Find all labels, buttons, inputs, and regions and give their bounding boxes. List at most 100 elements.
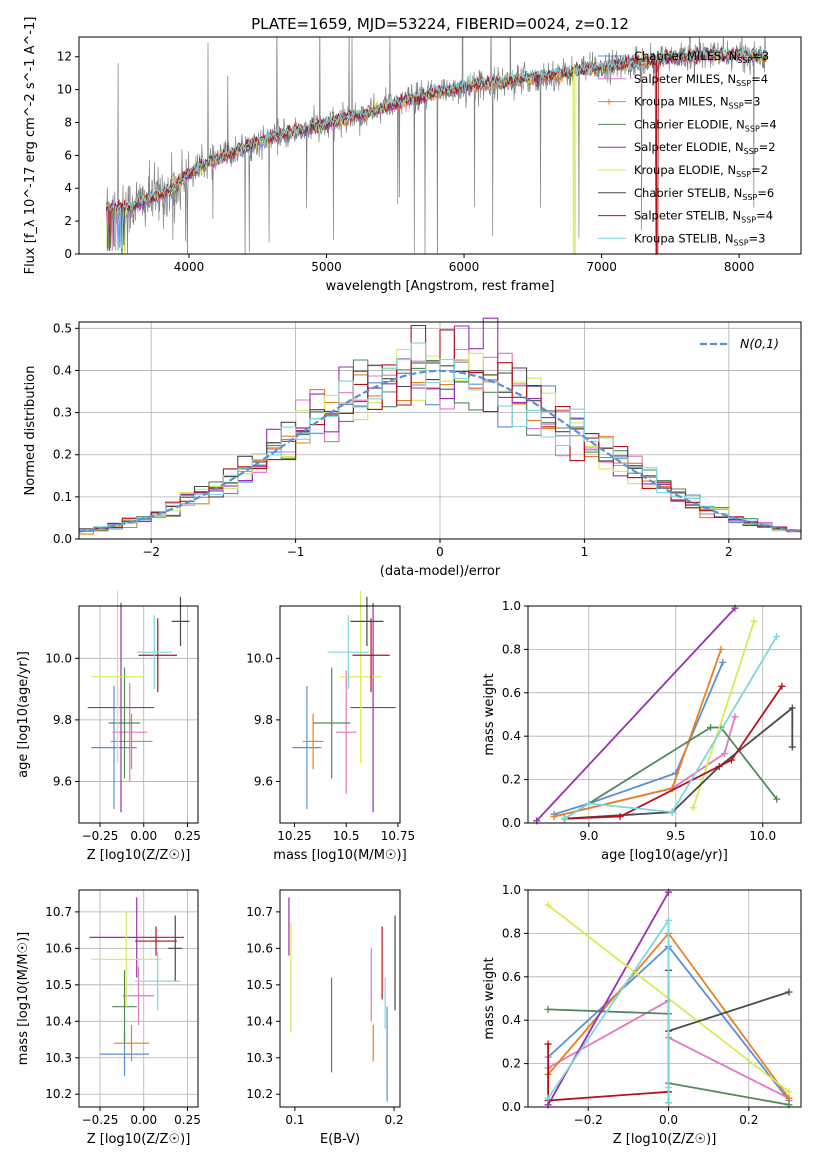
legend-subscript: SSP xyxy=(736,170,751,179)
y-tick-label: 10.4 xyxy=(45,1014,72,1028)
legend-subscript: SSP xyxy=(744,147,759,156)
weight-series-line xyxy=(692,620,755,809)
spectrum-lines xyxy=(106,37,768,254)
y-tick-label: 6 xyxy=(64,148,72,162)
y-tick-label: 10.4 xyxy=(246,1014,273,1028)
x-tick-label: 0.00 xyxy=(130,829,157,843)
plot-frame xyxy=(78,605,199,824)
x-tick-label: 0.00 xyxy=(130,1113,157,1127)
y-tick-label: 0.0 xyxy=(53,532,72,546)
weight-series-line xyxy=(547,917,670,1103)
weight-point-marker xyxy=(750,617,758,625)
weight-point-marker xyxy=(550,812,558,820)
y-tick-label: 0.3 xyxy=(53,406,72,420)
plot-frame xyxy=(527,605,802,824)
x-tick-label: 8000 xyxy=(724,260,755,274)
weight-vs-age-panel: 9.0 9.5 10.0 0.0 0.2 0.4 0.6 0.8 1.0 age [log10(a… xyxy=(482,599,802,863)
legend-count: =6 xyxy=(757,186,774,200)
x-tick-label: 5000 xyxy=(311,260,342,274)
plot-frame xyxy=(78,889,199,1108)
residual-histogram-step xyxy=(79,324,801,532)
x-tick-label: −2 xyxy=(142,545,160,559)
legend-label: Salpeter STELIB, NSSP=4 xyxy=(634,209,773,225)
spectrum-legend: Chabrier MILES, NSSP=3 Salpeter MILES, NS… xyxy=(598,49,777,247)
y-tick-label: 0.5 xyxy=(53,321,72,335)
y-tick-label: 8 xyxy=(64,115,72,129)
x-axis-label: (data-model)/error xyxy=(380,564,501,579)
x-tick-label: 0.2 xyxy=(739,1113,758,1127)
legend-label: Kroupa STELIB, NSSP=3 xyxy=(634,231,765,247)
y-tick-label: 9.6 xyxy=(53,774,72,788)
y-tick-label: 10 xyxy=(57,83,72,97)
weight-point-marker xyxy=(773,795,781,803)
y-tick-label: 10.0 xyxy=(246,651,273,665)
legend-label: Chabrier ELODIE, NSSP=4 xyxy=(634,117,777,133)
x-tick-label: 10.25 xyxy=(277,829,311,843)
y-tick-label: 0.0 xyxy=(502,1100,521,1114)
legend-label: Kroupa ELODIE, NSSP=2 xyxy=(634,163,768,179)
mass-vs-metallicity-panel: −0.25 0.00 0.25 10.2 10.3 10.4 10.5 10.6 10.7 Z [… xyxy=(16,889,201,1147)
y-tick-label: 10.6 xyxy=(45,941,72,955)
y-tick-label: 10.3 xyxy=(246,1051,273,1065)
weight-series-line xyxy=(553,662,724,816)
y-tick-label: 10.5 xyxy=(246,978,273,992)
plot-frame xyxy=(279,889,401,1108)
x-tick-label: 0 xyxy=(436,545,444,559)
y-tick-label: 0.2 xyxy=(502,1057,521,1071)
weight-series-line xyxy=(667,970,790,1103)
y-axis-label: Normed distribution xyxy=(23,366,38,496)
x-tick-label: −0.25 xyxy=(82,1113,119,1127)
y-tick-label: 1.0 xyxy=(502,599,521,613)
weight-point-marker xyxy=(668,808,676,816)
y-tick-label: 10.0 xyxy=(45,651,72,665)
x-tick-label: 9.5 xyxy=(666,829,685,843)
x-axis-label: Z [log10(Z/Z☉)] xyxy=(613,1132,717,1147)
x-axis-label: Z [log10(Z/Z☉)] xyxy=(87,848,191,863)
weight-point-marker xyxy=(788,704,796,712)
weight-point-marker xyxy=(785,1088,793,1096)
y-tick-label: 0.6 xyxy=(502,970,521,984)
age-vs-mass-panel: 10.25 10.5 10.75 9.6 9.8 10.0 mass [log10(M/M☉… xyxy=(246,590,415,863)
y-tick-label: 9.8 xyxy=(254,713,273,727)
legend-label: Kroupa MILES, NSSP=3 xyxy=(634,95,760,111)
x-tick-label: 0.2 xyxy=(385,1113,404,1127)
weight-point-marker xyxy=(773,632,781,640)
weight-series-line xyxy=(536,607,736,822)
x-tick-label: 10.0 xyxy=(749,829,776,843)
x-axis-label: wavelength [Angstrom, rest frame] xyxy=(326,279,555,294)
legend-label: Chabrier MILES, NSSP=3 xyxy=(634,49,769,65)
legend-subscript: SSP xyxy=(745,124,760,133)
y-tick-label: 0 xyxy=(64,247,72,261)
y-tick-label: 2 xyxy=(64,214,72,228)
y-tick-label: 0.2 xyxy=(502,773,521,787)
weight-point-marker xyxy=(616,812,624,820)
y-tick-label: 0.4 xyxy=(53,363,72,377)
y-tick-label: 0.8 xyxy=(502,642,521,656)
x-tick-label: 6000 xyxy=(449,260,480,274)
x-tick-label: 2 xyxy=(725,545,733,559)
weight-point-marker xyxy=(561,815,569,823)
x-tick-label: −0.25 xyxy=(82,829,119,843)
legend-label: Salpeter MILES, NSSP=4 xyxy=(634,72,768,88)
y-tick-label: 0.8 xyxy=(502,926,521,940)
x-tick-label: 7000 xyxy=(586,260,617,274)
x-tick-label: 0.1 xyxy=(285,1113,304,1127)
legend-count: =4 xyxy=(760,117,777,131)
legend-count: =3 xyxy=(744,95,761,109)
model-spectrum-line xyxy=(106,48,768,250)
weight-vs-metallicity-panel: −0.2 0.0 0.2 0.0 0.2 0.4 0.6 0.8 1.0 Z [log10(Z/Z… xyxy=(482,883,802,1147)
x-tick-label: 0.0 xyxy=(659,1113,678,1127)
y-axis-label: mass weight xyxy=(482,673,497,755)
weight-point-marker xyxy=(731,713,739,721)
y-tick-label: 4 xyxy=(64,181,72,195)
y-tick-label: 10.5 xyxy=(45,978,72,992)
y-tick-label: 0.0 xyxy=(502,816,521,830)
legend-count: =2 xyxy=(751,163,768,177)
y-tick-label: 9.8 xyxy=(53,713,72,727)
legend-label: Salpeter ELODIE, NSSP=2 xyxy=(634,140,776,156)
legend-count: =2 xyxy=(759,140,776,154)
y-tick-label: 12 xyxy=(57,50,72,64)
plot-frame xyxy=(279,605,401,824)
weight-point-marker xyxy=(665,1099,673,1107)
